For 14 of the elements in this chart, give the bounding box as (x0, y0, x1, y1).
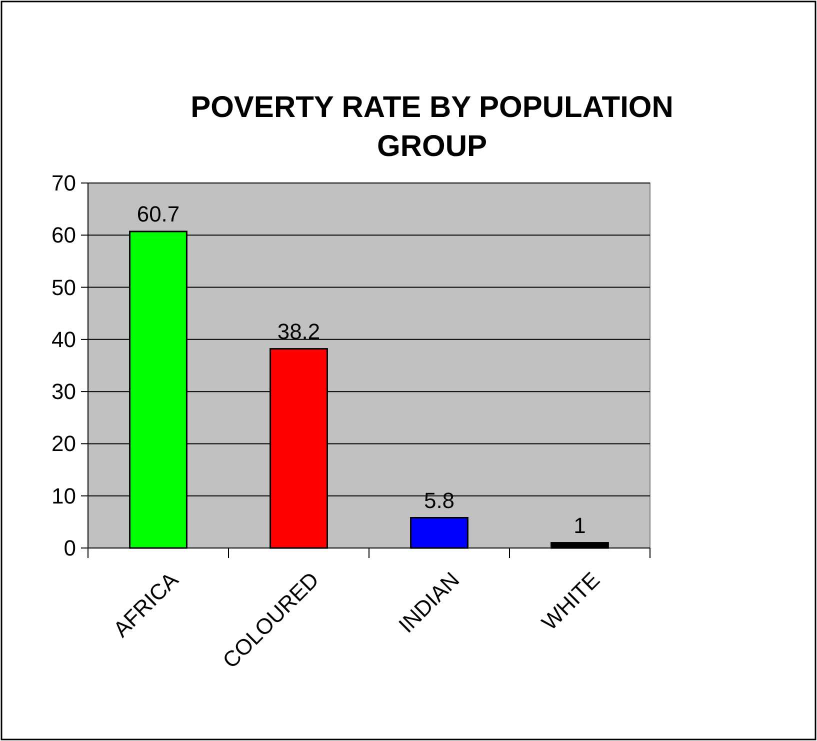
bar (410, 517, 468, 549)
y-tick-label: 30 (52, 379, 76, 404)
y-tick-label: 60 (52, 222, 76, 248)
chart-title: POVERTY RATE BY POPULATION GROUP (190, 91, 674, 163)
y-tick-label: 0 (64, 536, 76, 560)
y-tick-label: 70 (52, 170, 76, 196)
data-label: 38.2 (277, 318, 320, 344)
data-label: 1 (574, 512, 586, 538)
y-tick-label: 40 (52, 326, 76, 352)
y-tick-label: 50 (52, 274, 76, 300)
y-tick-label: 10 (52, 483, 76, 508)
bar (550, 542, 609, 549)
data-label: 60.7 (136, 201, 180, 226)
y-tick-label: 20 (52, 431, 76, 456)
